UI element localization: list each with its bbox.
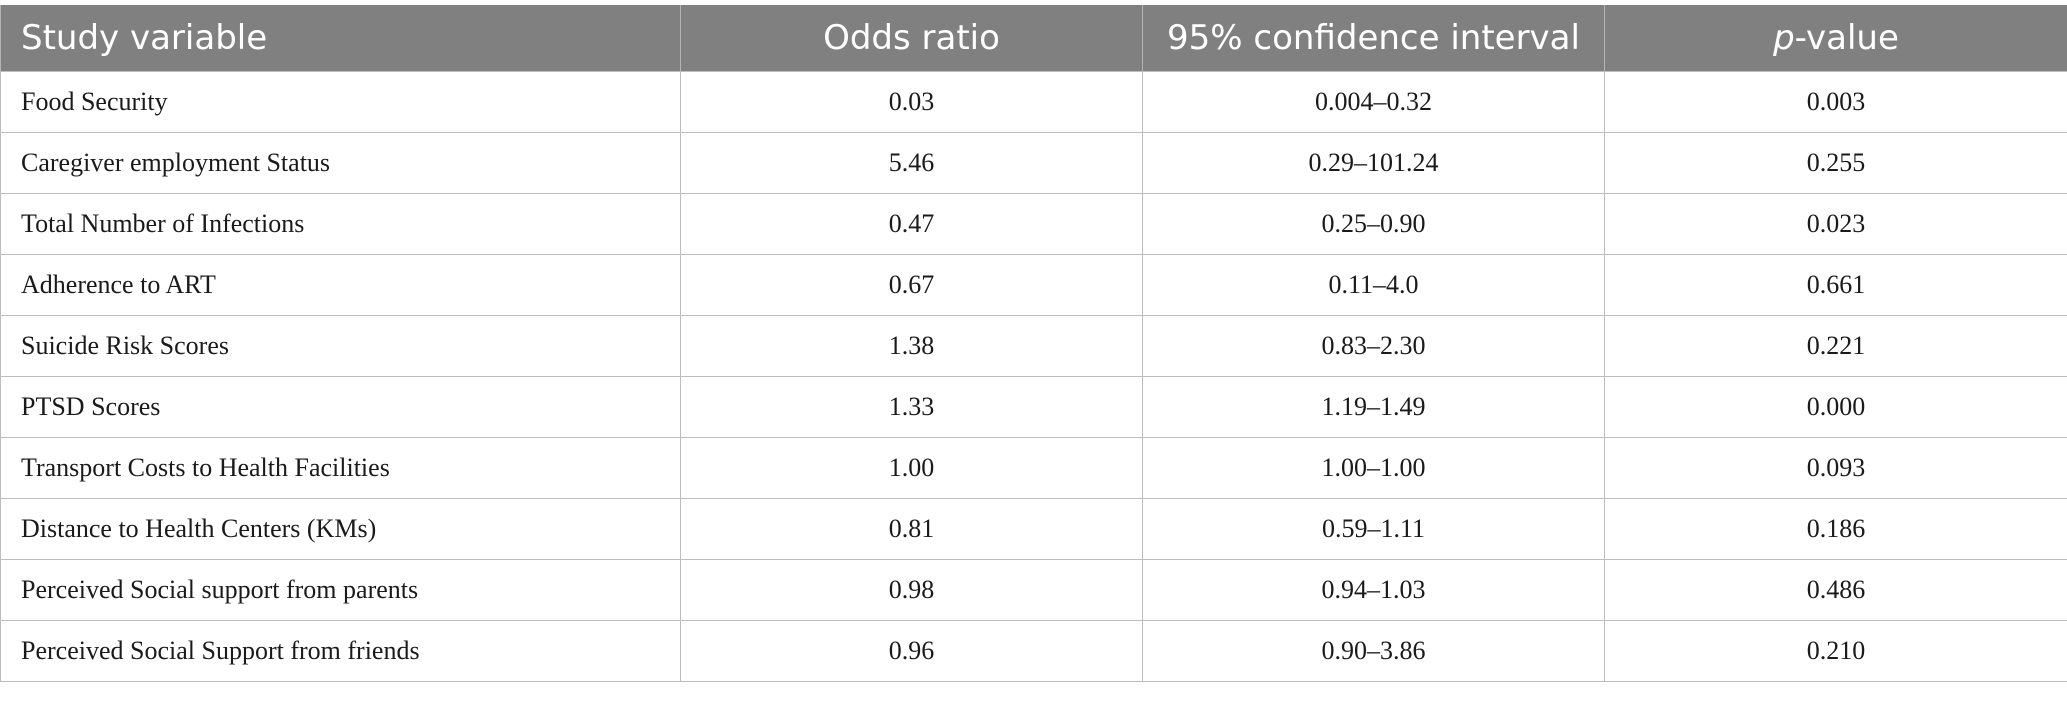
cell-odds-ratio: 1.00 bbox=[680, 437, 1143, 499]
cell-variable: Total Number of Infections bbox=[0, 193, 681, 255]
cell-ci: 1.00–1.00 bbox=[1142, 437, 1605, 499]
cell-p-value: 0.255 bbox=[1604, 132, 2067, 194]
cell-p-value: 0.221 bbox=[1604, 315, 2067, 377]
cell-variable: Distance to Health Centers (KMs) bbox=[0, 498, 681, 560]
cell-ci: 0.90–3.86 bbox=[1142, 620, 1605, 682]
cell-odds-ratio: 1.33 bbox=[680, 376, 1143, 438]
header-p-suffix: -value bbox=[1794, 18, 1899, 58]
header-p-italic: p bbox=[1773, 18, 1795, 58]
cell-odds-ratio: 0.47 bbox=[680, 193, 1143, 255]
cell-p-value: 0.000 bbox=[1604, 376, 2067, 438]
cell-ci: 0.59–1.11 bbox=[1142, 498, 1605, 560]
header-study-variable: Study variable bbox=[0, 5, 681, 72]
table-header: Study variable Odds ratio 95% confidence… bbox=[0, 5, 2067, 72]
cell-ci: 0.11–4.0 bbox=[1142, 254, 1605, 316]
cell-odds-ratio: 1.38 bbox=[680, 315, 1143, 377]
cell-variable: Perceived Social support from parents bbox=[0, 559, 681, 621]
header-confidence-interval: 95% confidence interval bbox=[1142, 5, 1605, 72]
odds-ratio-table: Study variable Odds ratio 95% confidence… bbox=[0, 5, 2067, 682]
cell-odds-ratio: 0.96 bbox=[680, 620, 1143, 682]
cell-odds-ratio: 0.67 bbox=[680, 254, 1143, 316]
cell-odds-ratio: 0.98 bbox=[680, 559, 1143, 621]
cell-ci: 0.25–0.90 bbox=[1142, 193, 1605, 255]
cell-variable: Transport Costs to Health Facilities bbox=[0, 437, 681, 499]
cell-p-value: 0.210 bbox=[1604, 620, 2067, 682]
table-row: Caregiver employment Status 5.46 0.29–10… bbox=[0, 132, 2067, 194]
table-body: Food Security 0.03 0.004–0.32 0.003 Care… bbox=[0, 71, 2067, 682]
cell-odds-ratio: 0.81 bbox=[680, 498, 1143, 560]
header-p-value: p-value bbox=[1604, 5, 2067, 72]
cell-ci: 1.19–1.49 bbox=[1142, 376, 1605, 438]
cell-variable: Food Security bbox=[0, 71, 681, 133]
cell-ci: 0.83–2.30 bbox=[1142, 315, 1605, 377]
cell-p-value: 0.486 bbox=[1604, 559, 2067, 621]
cell-p-value: 0.093 bbox=[1604, 437, 2067, 499]
cell-odds-ratio: 5.46 bbox=[680, 132, 1143, 194]
table-row: Perceived Social Support from friends 0.… bbox=[0, 620, 2067, 682]
table-row: Total Number of Infections 0.47 0.25–0.9… bbox=[0, 193, 2067, 255]
table-row: PTSD Scores 1.33 1.19–1.49 0.000 bbox=[0, 376, 2067, 438]
cell-p-value: 0.003 bbox=[1604, 71, 2067, 133]
table-row: Adherence to ART 0.67 0.11–4.0 0.661 bbox=[0, 254, 2067, 316]
header-row: Study variable Odds ratio 95% confidence… bbox=[0, 5, 2067, 72]
cell-variable: Adherence to ART bbox=[0, 254, 681, 316]
cell-ci: 0.29–101.24 bbox=[1142, 132, 1605, 194]
table-row: Distance to Health Centers (KMs) 0.81 0.… bbox=[0, 498, 2067, 560]
table-row: Perceived Social support from parents 0.… bbox=[0, 559, 2067, 621]
cell-variable: PTSD Scores bbox=[0, 376, 681, 438]
cell-p-value: 0.661 bbox=[1604, 254, 2067, 316]
cell-ci: 0.004–0.32 bbox=[1142, 71, 1605, 133]
cell-p-value: 0.186 bbox=[1604, 498, 2067, 560]
cell-odds-ratio: 0.03 bbox=[680, 71, 1143, 133]
table-row: Suicide Risk Scores 1.38 0.83–2.30 0.221 bbox=[0, 315, 2067, 377]
cell-variable: Caregiver employment Status bbox=[0, 132, 681, 194]
results-table-container: Study variable Odds ratio 95% confidence… bbox=[0, 5, 2067, 682]
table-row: Food Security 0.03 0.004–0.32 0.003 bbox=[0, 71, 2067, 133]
cell-variable: Suicide Risk Scores bbox=[0, 315, 681, 377]
table-row: Transport Costs to Health Facilities 1.0… bbox=[0, 437, 2067, 499]
cell-variable: Perceived Social Support from friends bbox=[0, 620, 681, 682]
header-odds-ratio: Odds ratio bbox=[680, 5, 1143, 72]
cell-ci: 0.94–1.03 bbox=[1142, 559, 1605, 621]
cell-p-value: 0.023 bbox=[1604, 193, 2067, 255]
